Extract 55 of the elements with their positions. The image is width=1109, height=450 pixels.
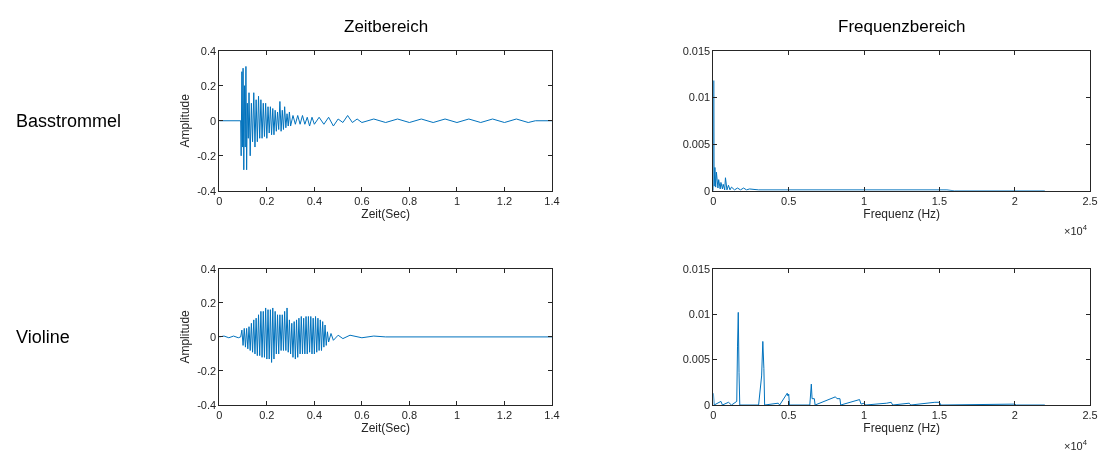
x-tick-label: 0.2 — [259, 195, 275, 208]
y-tick-label: 0 — [209, 330, 217, 343]
y-tick-label: 0.01 — [688, 308, 711, 321]
y-tick-label: -0.2 — [197, 149, 217, 162]
x-tick-label: 1.5 — [931, 409, 948, 422]
x-tick-label: 0.4 — [306, 195, 323, 208]
x-axis-title: Zeit(Sec) — [361, 207, 410, 222]
x-tick-label: 1.5 — [931, 195, 948, 208]
x-axis-title: Frequenz (Hz) — [863, 421, 941, 436]
x-tick-label: 0.6 — [354, 409, 370, 422]
x-tick-label: 1 — [453, 195, 461, 208]
x-tick-label: 0.5 — [781, 409, 797, 422]
y-tick-label: 0.005 — [682, 137, 711, 150]
x-axis-title: Zeit(Sec) — [361, 421, 410, 436]
y-tick-label: 0.01 — [688, 91, 711, 104]
x-tick-label: 1 — [860, 195, 868, 208]
y-tick-label: -0.4 — [197, 184, 217, 197]
text: Violine — [16, 327, 70, 347]
y-tick-label: 0.2 — [200, 79, 217, 92]
x-tick-label: 1.2 — [496, 409, 513, 422]
line-series — [713, 311, 1046, 406]
y-axis-title: Amplitude — [178, 93, 193, 148]
y-tick-label: -0.4 — [197, 398, 217, 411]
x-tick-label: 0.8 — [401, 195, 418, 208]
x-tick-label: 2.5 — [1082, 195, 1098, 208]
x-tick-label: 0.8 — [401, 409, 418, 422]
y-tick-label: -0.2 — [197, 364, 217, 377]
x-tick-label: 1 — [453, 409, 461, 422]
x-tick-label: 1 — [860, 409, 868, 422]
x-tick-label: 2 — [1011, 195, 1018, 208]
chart-title: Zeitbereich — [344, 17, 429, 36]
x-tick-label: 0.6 — [354, 195, 370, 208]
y-tick-label: 0.4 — [200, 262, 217, 275]
y-tick-label: 0 — [704, 184, 711, 197]
x-axis-title: Frequenz (Hz) — [863, 207, 941, 222]
y-tick-label: 0.005 — [682, 353, 711, 366]
x-tick-label: 1.4 — [544, 195, 560, 208]
x-tick-label: 0.4 — [306, 409, 323, 422]
x-tick-label: 0.5 — [781, 195, 797, 208]
x-tick-label: 1.4 — [544, 409, 560, 422]
chart-title: Frequenzbereich — [838, 17, 966, 36]
x-tick-label: 2.5 — [1082, 409, 1098, 422]
x-tick-label: 0.2 — [259, 409, 275, 422]
y-tick-label: 0.4 — [200, 44, 217, 57]
text: ×10$^{4}$ — [1064, 438, 1088, 450]
y-tick-label: 0.015 — [682, 262, 711, 275]
y-tick-label: 0 — [704, 398, 711, 411]
y-tick-label: 0.2 — [200, 296, 217, 309]
y-tick-label: 0 — [209, 114, 217, 127]
x-tick-label: 2 — [1011, 409, 1018, 422]
text: Basstrommel — [16, 111, 122, 131]
x-tick-label: 1.2 — [496, 195, 513, 208]
y-tick-label: 0.015 — [682, 44, 711, 57]
y-axis-title: Amplitude — [178, 309, 193, 364]
text: ×10$^{4}$ — [1064, 223, 1088, 237]
